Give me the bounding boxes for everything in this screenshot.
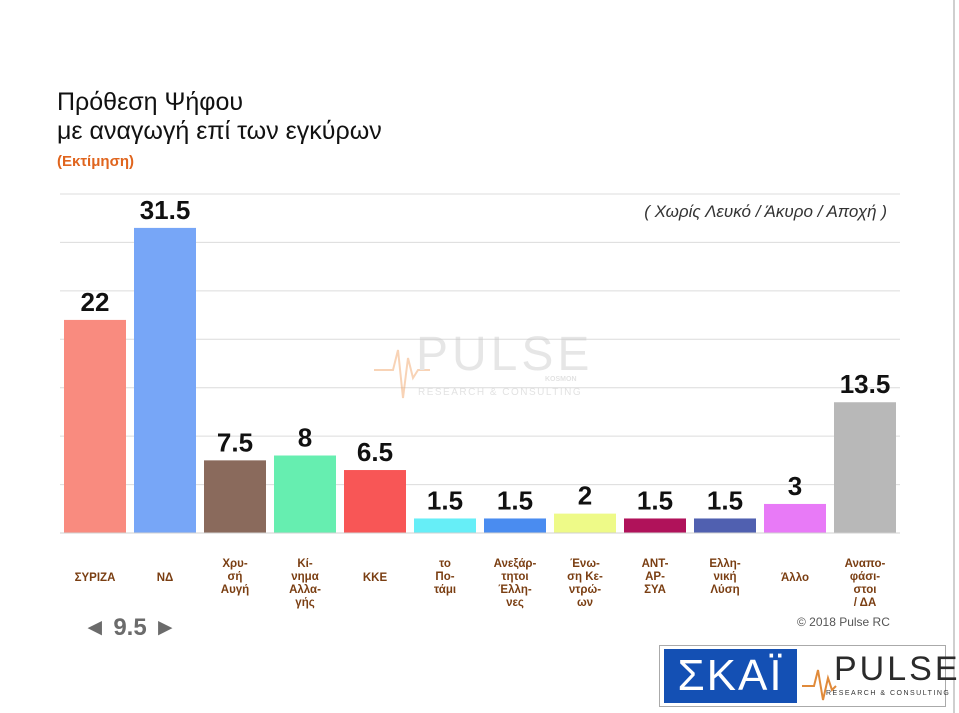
watermark-tag: KOSMON: [545, 376, 577, 383]
bar-value-label: 8: [298, 423, 312, 453]
chart-note: ( Χωρίς Λευκό / Άκυρο / Αποχή ): [644, 202, 887, 221]
category-label: ΚΚΕ: [363, 572, 388, 584]
category-label: ΑΝΤ-ΑΡ-ΣΥΑ: [642, 558, 669, 596]
chart-title-line-2: με αναγωγή επί των εγκύρων: [57, 117, 382, 145]
bar: [414, 518, 476, 533]
watermark-sub: RESEARCH & CONSULTING: [418, 387, 582, 398]
bar: [764, 503, 826, 533]
bar-value-label: 13.5: [840, 369, 891, 399]
logo-box: ΣΚΑΪ PULSE RESEARCH & CONSULTING: [659, 645, 958, 707]
category-label: Χρυ-σή Αυγή: [221, 558, 249, 596]
bar-value-label: 3: [788, 471, 802, 501]
category-label: Άλλο: [781, 572, 809, 584]
bar: [134, 227, 196, 533]
bar-value-label: 2: [578, 481, 592, 511]
gridlines: [60, 193, 900, 486]
pulse-logo-name: PULSE: [834, 650, 959, 688]
bar: [834, 402, 896, 533]
bar-value-label: 1.5: [637, 485, 673, 515]
category-label: Ένω-ση Κε-ντρώ-ων: [567, 558, 603, 609]
chart-subtitle: (Εκτίμηση): [57, 153, 134, 170]
category-label: Ελλη-νική Λύση: [709, 558, 740, 596]
bars: [64, 227, 896, 533]
pulse-line-icon: [802, 669, 837, 701]
pulse-watermark: PULSE KOSMON RESEARCH & CONSULTING: [374, 328, 593, 399]
watermark-name: PULSE: [416, 328, 593, 381]
bar: [554, 513, 616, 533]
pulse-logo: PULSE RESEARCH & CONSULTING: [800, 648, 958, 704]
category-label: Ανεξάρ-τητοι Έλλη-νες: [494, 558, 537, 609]
difference-annotation: ◄ 9.5 ►: [83, 614, 177, 641]
bar-value-label: 31.5: [140, 195, 191, 225]
chart-title-line-1: Πρόθεση Ψήφου: [57, 88, 244, 116]
value-labels: 22 31.5 7.5 8 6.5 1.5 1.5 2 1.5 1.5 3 13.5: [81, 195, 891, 516]
category-labels: ΣΥΡΙΖΑ ΝΔ Χρυ-σή Αυγή Κί-νημα Αλλα-γής ΚΚΕ το Πο…: [75, 558, 886, 609]
copyright-text: © 2018 Pulse RC: [797, 615, 890, 629]
bar: [624, 518, 686, 533]
category-label: Αναπο-φάσι-στοι / ΔΑ: [845, 558, 886, 609]
bar-value-label: 1.5: [707, 485, 743, 515]
bar-value-label: 7.5: [217, 427, 253, 457]
category-label: το Πο-τάμι: [434, 558, 456, 596]
bar-value-label: 6.5: [357, 437, 393, 467]
page-edge: [953, 0, 955, 713]
bar: [694, 518, 756, 533]
bar: [204, 460, 266, 533]
category-label: Κί-νημα Αλλα-γής: [289, 558, 321, 609]
category-label: ΣΥΡΙΖΑ: [75, 572, 116, 584]
chart-title: Πρόθεση Ψήφου με αναγωγή επί των εγκύρων: [57, 88, 382, 146]
skai-logo: ΣΚΑΪ: [664, 649, 797, 703]
category-label: ΝΔ: [157, 572, 174, 584]
pulse-logo-sub: RESEARCH & CONSULTING: [826, 690, 951, 697]
bar: [344, 470, 406, 533]
bar: [484, 518, 546, 533]
bar: [64, 319, 126, 533]
bar-value-label: 1.5: [427, 485, 463, 515]
watermark-pulse-line-icon: [374, 349, 430, 399]
bar: [274, 455, 336, 533]
bar-value-label: 22: [81, 287, 110, 317]
bar-value-label: 1.5: [497, 485, 533, 515]
